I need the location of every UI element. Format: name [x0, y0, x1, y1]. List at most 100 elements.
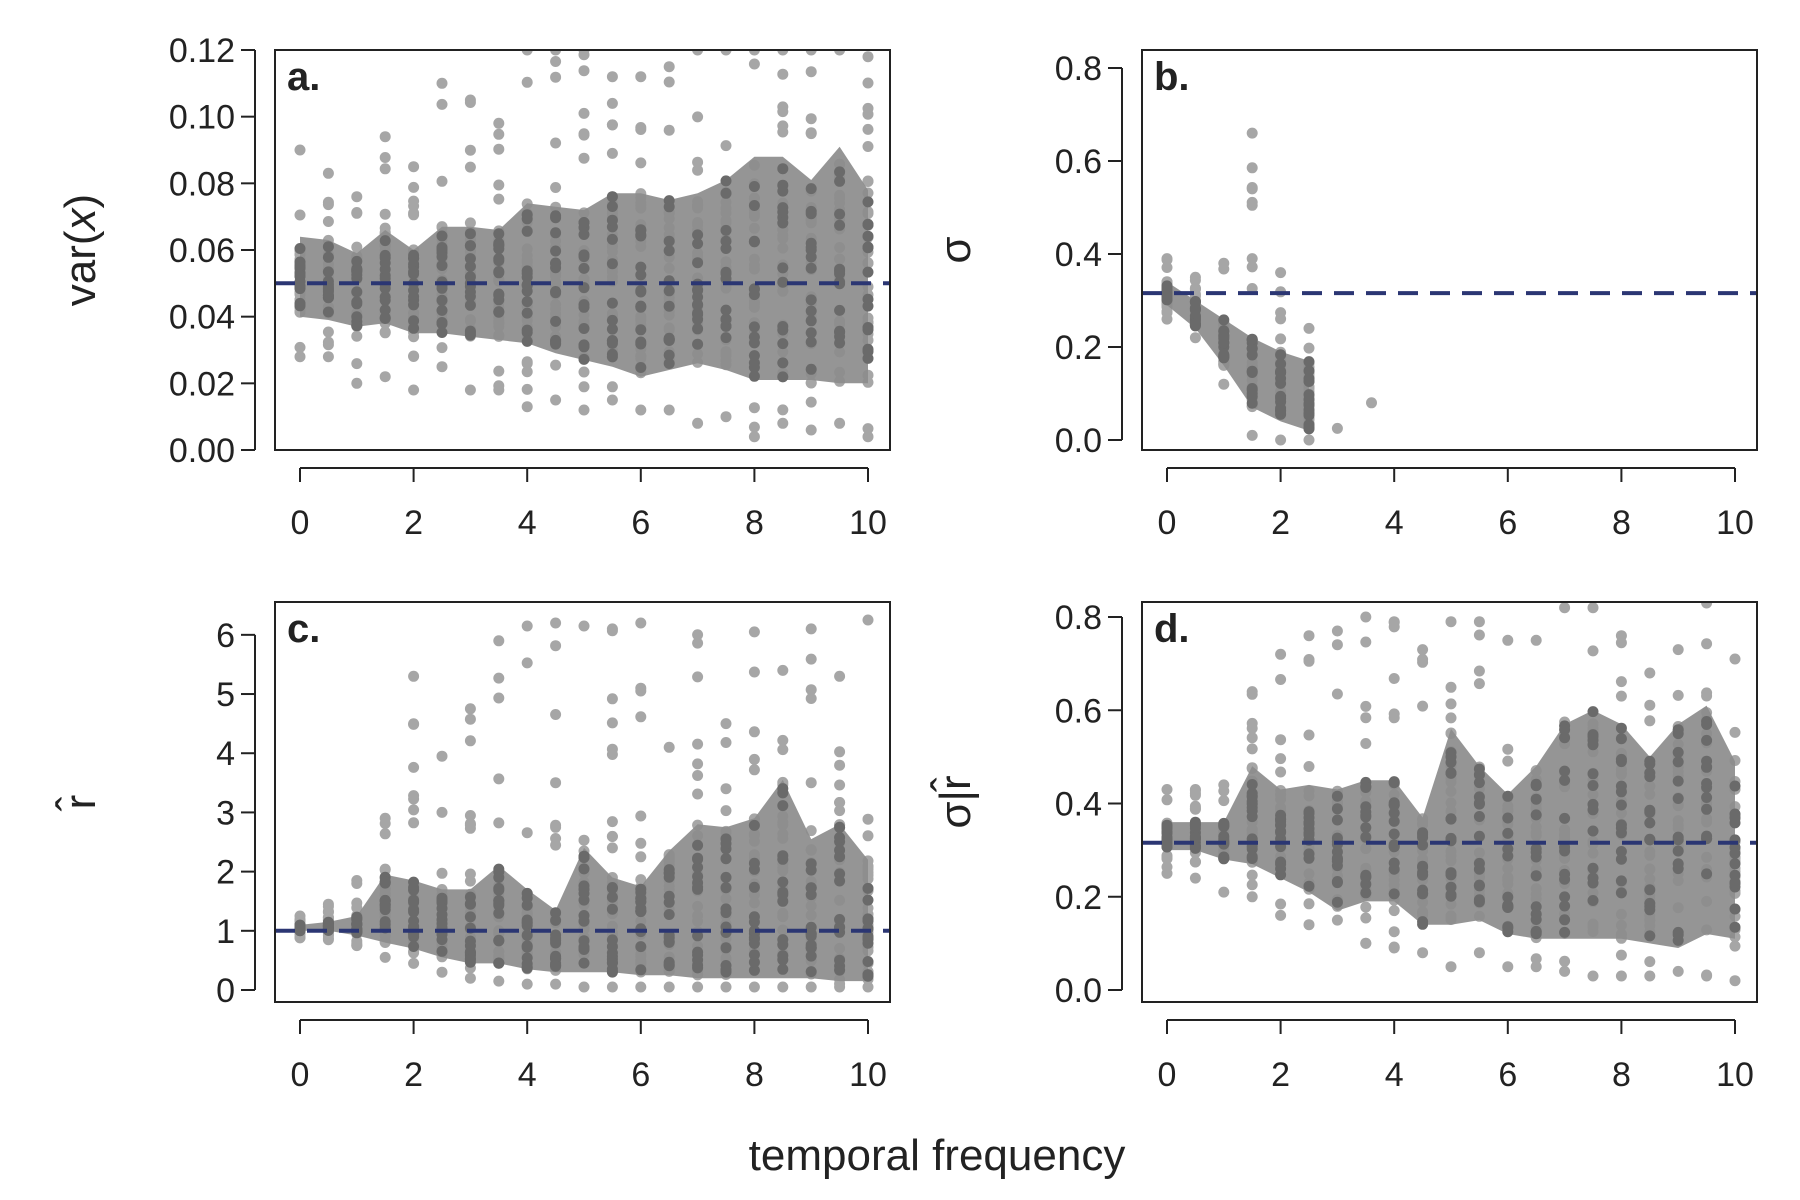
points-in-band: [1161, 280, 1315, 435]
data-point: [322, 167, 334, 179]
data-point: [606, 258, 618, 270]
data-point: [777, 106, 789, 118]
data-point: [493, 253, 505, 265]
data-point: [692, 758, 704, 770]
data-point: [322, 326, 334, 338]
data-point: [379, 235, 391, 247]
data-point: [408, 793, 420, 805]
data-point: [805, 981, 817, 993]
data-point: [1701, 969, 1713, 981]
data-point: [1246, 127, 1258, 139]
data-point: [635, 261, 647, 273]
data-point: [379, 876, 391, 888]
data-point: [777, 404, 789, 416]
data-point: [1729, 921, 1741, 933]
data-point: [408, 266, 420, 278]
plot-area: [275, 50, 890, 443]
data-point: [351, 311, 363, 323]
plot-area: [275, 614, 890, 993]
data-point: [1644, 715, 1656, 727]
data-point: [1360, 611, 1372, 623]
data-point: [1615, 875, 1627, 887]
x-axis-title: temporal frequency: [749, 1131, 1126, 1180]
data-point: [1417, 947, 1429, 959]
data-point: [1644, 817, 1656, 829]
data-point: [862, 830, 874, 842]
data-point: [606, 625, 618, 637]
data-point: [748, 361, 760, 373]
data-point: [464, 810, 476, 821]
data-point: [1445, 712, 1457, 724]
data-point: [663, 358, 675, 369]
data-point: [436, 966, 448, 978]
data-point: [1729, 878, 1741, 890]
data-point: [550, 338, 562, 350]
data-point: [550, 777, 562, 789]
data-point: [578, 620, 590, 632]
data-point: [322, 351, 334, 363]
data-point: [1701, 792, 1713, 803]
data-point: [805, 305, 817, 317]
data-point: [1417, 918, 1429, 930]
data-point: [834, 875, 846, 887]
data-point: [606, 201, 618, 212]
data-point: [351, 191, 363, 203]
data-point: [720, 140, 732, 152]
data-point: [379, 951, 391, 963]
data-point: [436, 867, 448, 879]
data-point: [862, 108, 874, 120]
data-point: [606, 147, 618, 159]
data-point: [663, 890, 675, 902]
data-point: [379, 371, 391, 383]
data-point: [720, 981, 732, 993]
data-point: [1445, 813, 1457, 825]
data-point: [692, 291, 704, 303]
data-point: [464, 819, 476, 831]
data-point: [1559, 900, 1571, 912]
data-point: [1502, 634, 1514, 646]
data-point: [351, 919, 363, 931]
data-point: [578, 957, 590, 969]
data-point: [1360, 912, 1372, 924]
panel-label: d.: [1154, 607, 1190, 651]
data-point: [1473, 811, 1485, 822]
data-point: [834, 219, 846, 231]
data-point: [1303, 812, 1315, 824]
data-point: [805, 66, 817, 78]
data-point: [777, 276, 789, 288]
data-point: [805, 262, 817, 274]
data-point: [805, 113, 817, 125]
data-point: [408, 941, 420, 952]
data-point: [1417, 839, 1429, 851]
data-point: [408, 718, 420, 730]
data-point: [663, 61, 675, 73]
data-point: [805, 336, 817, 348]
data-point: [834, 797, 846, 808]
data-point: [663, 741, 675, 753]
data-point: [1303, 394, 1315, 405]
data-point: [692, 839, 704, 851]
y-tick-label: 0.10: [169, 99, 235, 137]
data-point: [1473, 678, 1485, 690]
data-point: [635, 964, 647, 976]
data-point: [1275, 333, 1287, 345]
data-point: [606, 119, 618, 131]
data-point: [663, 349, 675, 361]
data-point: [692, 788, 704, 800]
data-point: [1672, 775, 1684, 787]
data-point: [777, 324, 789, 336]
data-point: [436, 260, 448, 271]
data-point: [805, 363, 817, 375]
data-point: [1388, 841, 1400, 852]
data-point: [1701, 761, 1713, 773]
data-point: [493, 635, 505, 647]
data-point: [720, 737, 732, 748]
data-point: [606, 351, 618, 363]
data-point: [1502, 790, 1514, 802]
data-point: [692, 770, 704, 781]
data-point: [351, 286, 363, 298]
data-point: [1445, 881, 1457, 893]
data-point: [1275, 434, 1287, 446]
data-point: [805, 882, 817, 894]
data-point: [550, 907, 562, 919]
